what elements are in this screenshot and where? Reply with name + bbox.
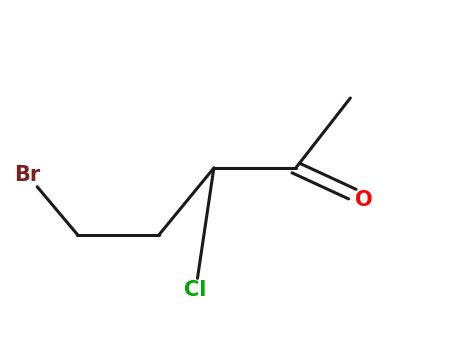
Text: Br: Br	[14, 165, 40, 185]
Text: Cl: Cl	[184, 280, 207, 301]
Text: O: O	[355, 189, 373, 210]
